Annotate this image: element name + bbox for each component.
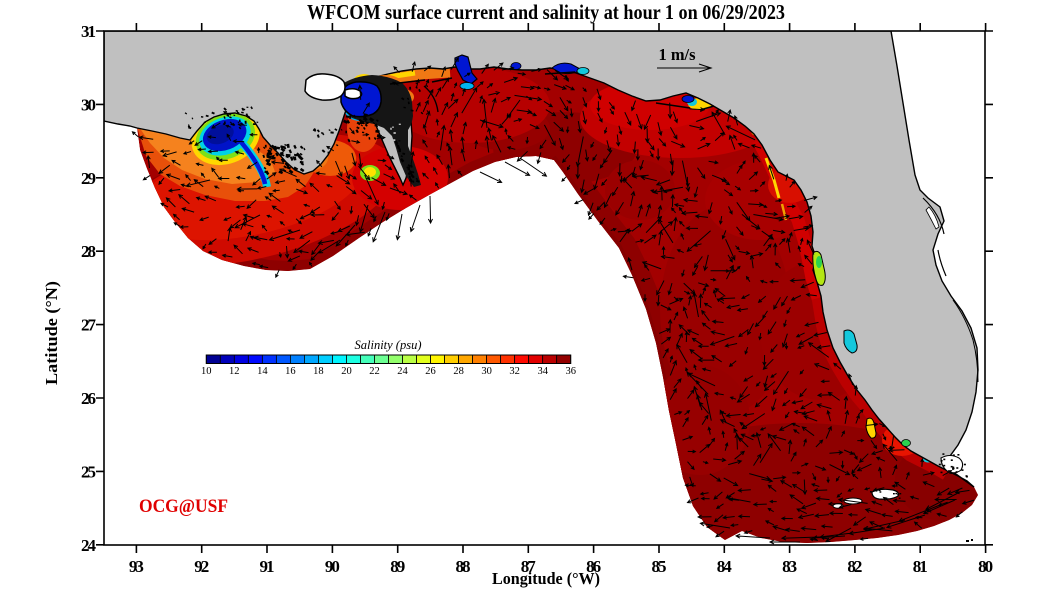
svg-text:85: 85	[652, 557, 667, 576]
svg-text:87: 87	[521, 557, 537, 576]
svg-text:90: 90	[325, 557, 340, 576]
svg-text:80: 80	[978, 557, 993, 576]
svg-text:Longitude (°W): Longitude (°W)	[492, 569, 600, 588]
svg-text:14: 14	[257, 366, 268, 377]
svg-text:92: 92	[194, 557, 209, 576]
svg-text:84: 84	[717, 557, 733, 576]
svg-text:26: 26	[425, 366, 436, 377]
svg-text:Latitude (°N): Latitude (°N)	[42, 281, 61, 385]
svg-text:26: 26	[81, 389, 96, 408]
svg-text:WFCOM surface current and sali: WFCOM surface current and salinity at ho…	[307, 0, 785, 24]
svg-text:82: 82	[847, 557, 862, 576]
svg-text:16: 16	[285, 366, 296, 377]
svg-text:81: 81	[913, 557, 928, 576]
svg-text:28: 28	[81, 242, 96, 261]
svg-text:91: 91	[260, 557, 275, 576]
svg-text:OCG@USF: OCG@USF	[139, 496, 228, 517]
svg-text:36: 36	[565, 366, 576, 377]
svg-text:18: 18	[313, 366, 324, 377]
svg-text:29: 29	[81, 169, 96, 188]
svg-text:24: 24	[397, 366, 408, 377]
svg-text:27: 27	[81, 316, 97, 335]
svg-text:12: 12	[229, 366, 240, 377]
svg-text:28: 28	[453, 366, 464, 377]
svg-text:24: 24	[81, 536, 97, 555]
svg-text:89: 89	[390, 557, 405, 576]
svg-text:1 m/s: 1 m/s	[659, 45, 696, 64]
svg-text:30: 30	[81, 95, 96, 114]
svg-text:10: 10	[201, 366, 212, 377]
svg-text:83: 83	[782, 557, 797, 576]
svg-text:Salinity (psu): Salinity (psu)	[355, 338, 422, 352]
svg-text:31: 31	[81, 22, 96, 41]
svg-text:32: 32	[509, 366, 520, 377]
svg-text:88: 88	[456, 557, 471, 576]
svg-text:34: 34	[537, 366, 548, 377]
svg-text:30: 30	[481, 366, 492, 377]
svg-text:22: 22	[369, 366, 380, 377]
svg-text:20: 20	[341, 366, 352, 377]
svg-text:93: 93	[129, 557, 144, 576]
svg-text:86: 86	[586, 557, 601, 576]
svg-text:25: 25	[81, 462, 96, 481]
